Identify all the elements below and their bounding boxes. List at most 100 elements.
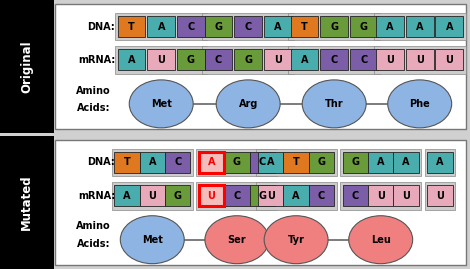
FancyBboxPatch shape: [435, 16, 463, 37]
FancyBboxPatch shape: [140, 185, 165, 206]
Text: A: A: [436, 157, 444, 168]
Text: Arg: Arg: [238, 99, 258, 109]
Text: U: U: [436, 191, 444, 201]
Text: C: C: [352, 191, 359, 201]
FancyBboxPatch shape: [258, 185, 283, 206]
FancyBboxPatch shape: [118, 49, 146, 70]
Text: A: A: [157, 22, 165, 32]
Text: mRNA:: mRNA:: [78, 191, 115, 201]
FancyBboxPatch shape: [234, 16, 262, 37]
Text: U: U: [149, 191, 156, 201]
Text: T: T: [301, 22, 308, 32]
FancyBboxPatch shape: [343, 152, 368, 173]
Text: U: U: [402, 191, 410, 201]
FancyBboxPatch shape: [0, 0, 54, 133]
Text: A: A: [208, 157, 215, 168]
Text: T: T: [128, 22, 135, 32]
FancyBboxPatch shape: [114, 152, 140, 173]
Text: U: U: [377, 191, 384, 201]
FancyBboxPatch shape: [289, 46, 380, 74]
Text: U: U: [208, 191, 215, 201]
FancyBboxPatch shape: [283, 185, 309, 206]
FancyBboxPatch shape: [291, 49, 319, 70]
FancyBboxPatch shape: [250, 185, 275, 206]
FancyBboxPatch shape: [258, 152, 283, 173]
Text: G: G: [317, 157, 326, 168]
Text: G: G: [360, 22, 368, 32]
FancyBboxPatch shape: [283, 152, 309, 173]
Text: A: A: [149, 157, 156, 168]
FancyBboxPatch shape: [256, 182, 337, 210]
Ellipse shape: [205, 216, 269, 264]
FancyBboxPatch shape: [148, 49, 175, 70]
Text: Met: Met: [142, 235, 163, 245]
Text: Ser: Ser: [227, 235, 246, 245]
FancyBboxPatch shape: [374, 13, 465, 40]
FancyBboxPatch shape: [393, 152, 419, 173]
Text: Acids:: Acids:: [77, 103, 110, 113]
FancyBboxPatch shape: [196, 149, 277, 176]
Text: DNA:: DNA:: [87, 157, 115, 168]
Text: G: G: [233, 157, 241, 168]
Text: DNA:: DNA:: [87, 22, 115, 32]
Text: Tyr: Tyr: [288, 235, 305, 245]
FancyBboxPatch shape: [309, 185, 334, 206]
FancyBboxPatch shape: [234, 49, 262, 70]
Text: Amino: Amino: [76, 86, 110, 95]
Text: C: C: [360, 55, 368, 65]
Ellipse shape: [302, 80, 366, 128]
Text: G: G: [214, 22, 223, 32]
Text: G: G: [258, 191, 266, 201]
FancyBboxPatch shape: [321, 16, 348, 37]
Text: Phe: Phe: [409, 99, 430, 109]
Text: C: C: [330, 55, 338, 65]
FancyBboxPatch shape: [205, 16, 232, 37]
FancyBboxPatch shape: [55, 4, 466, 129]
FancyBboxPatch shape: [340, 149, 421, 176]
Text: A: A: [402, 157, 410, 168]
FancyBboxPatch shape: [376, 16, 404, 37]
FancyBboxPatch shape: [165, 152, 190, 173]
FancyBboxPatch shape: [291, 16, 319, 37]
Text: G: G: [173, 191, 182, 201]
Text: U: U: [157, 55, 165, 65]
FancyBboxPatch shape: [340, 182, 421, 210]
FancyBboxPatch shape: [393, 185, 419, 206]
Ellipse shape: [120, 216, 184, 264]
Text: A: A: [292, 191, 300, 201]
Text: A: A: [274, 22, 282, 32]
FancyBboxPatch shape: [264, 49, 292, 70]
Text: Mutated: Mutated: [20, 175, 33, 230]
Text: T: T: [124, 157, 130, 168]
Text: Original: Original: [20, 40, 33, 93]
FancyBboxPatch shape: [350, 49, 378, 70]
Text: mRNA:: mRNA:: [78, 55, 115, 65]
Text: A: A: [123, 191, 131, 201]
FancyBboxPatch shape: [199, 152, 224, 173]
FancyBboxPatch shape: [309, 152, 334, 173]
Text: Thr: Thr: [325, 99, 344, 109]
Text: C: C: [318, 191, 325, 201]
Text: A: A: [128, 55, 135, 65]
Text: A: A: [386, 22, 394, 32]
Text: U: U: [274, 55, 282, 65]
FancyBboxPatch shape: [177, 16, 205, 37]
FancyBboxPatch shape: [321, 49, 348, 70]
FancyBboxPatch shape: [264, 16, 292, 37]
FancyBboxPatch shape: [112, 149, 193, 176]
FancyBboxPatch shape: [368, 152, 393, 173]
FancyBboxPatch shape: [256, 149, 337, 176]
FancyBboxPatch shape: [55, 140, 466, 265]
FancyBboxPatch shape: [350, 16, 378, 37]
FancyBboxPatch shape: [368, 185, 393, 206]
FancyBboxPatch shape: [118, 16, 146, 37]
FancyBboxPatch shape: [224, 152, 250, 173]
FancyBboxPatch shape: [427, 185, 453, 206]
FancyBboxPatch shape: [289, 13, 380, 40]
Text: C: C: [233, 191, 241, 201]
Text: Met: Met: [151, 99, 172, 109]
Text: G: G: [187, 55, 195, 65]
Text: C: C: [258, 157, 266, 168]
Ellipse shape: [264, 216, 328, 264]
Text: C: C: [174, 157, 181, 168]
